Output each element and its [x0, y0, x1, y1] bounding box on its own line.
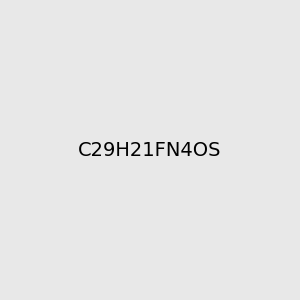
Text: C29H21FN4OS: C29H21FN4OS	[78, 140, 222, 160]
